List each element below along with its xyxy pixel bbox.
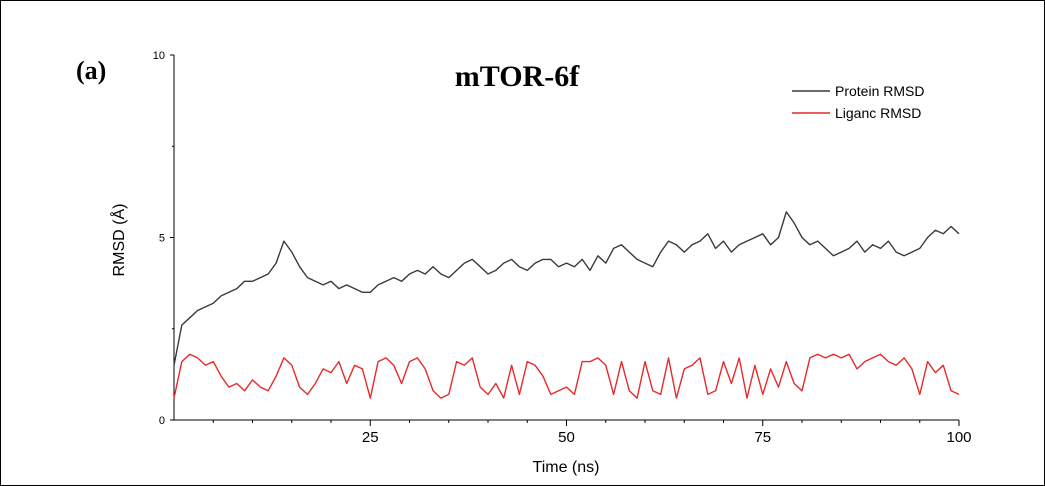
x-tick-label: 100 [946,429,971,446]
y-tick-label: 10 [153,50,165,62]
legend: Protein RMSD Liganc RMSD [792,83,924,121]
y-tick-label: 0 [159,415,165,427]
x-tick-label: 50 [558,429,575,446]
legend-label: Protein RMSD [835,83,924,99]
y-tick-label: 5 [159,233,165,245]
axes: 25 50 75 100 0 5 10 [153,50,972,446]
y-axis-label: RMSD (Å) [109,204,128,277]
series-line-2 [173,353,960,399]
chart-title: mTOR-6f [455,60,580,93]
x-tick-label: 25 [362,429,379,446]
legend-label: Liganc RMSD [835,105,921,121]
series-line-1 [173,211,960,366]
x-axis-label: Time (ns) [533,459,600,476]
x-tick-label: 75 [754,429,771,446]
series-layer [173,211,960,399]
panel-label: (a) [76,56,106,85]
